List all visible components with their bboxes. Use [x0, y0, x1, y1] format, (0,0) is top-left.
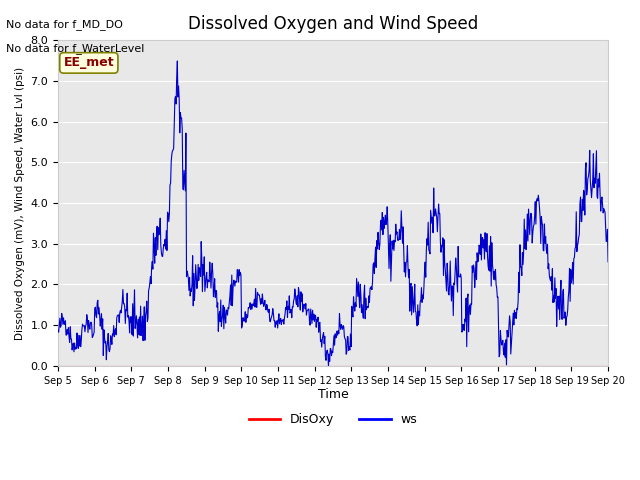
Text: No data for f_MD_DO: No data for f_MD_DO: [6, 19, 124, 30]
Text: EE_met: EE_met: [63, 57, 114, 70]
Legend: DisOxy, ws: DisOxy, ws: [244, 408, 422, 432]
Title: Dissolved Oxygen and Wind Speed: Dissolved Oxygen and Wind Speed: [188, 15, 478, 33]
Text: No data for f_WaterLevel: No data for f_WaterLevel: [6, 43, 145, 54]
Y-axis label: Dissolved Oxygen (mV), Wind Speed, Water Lvl (psi): Dissolved Oxygen (mV), Wind Speed, Water…: [15, 66, 25, 339]
X-axis label: Time: Time: [317, 388, 348, 401]
